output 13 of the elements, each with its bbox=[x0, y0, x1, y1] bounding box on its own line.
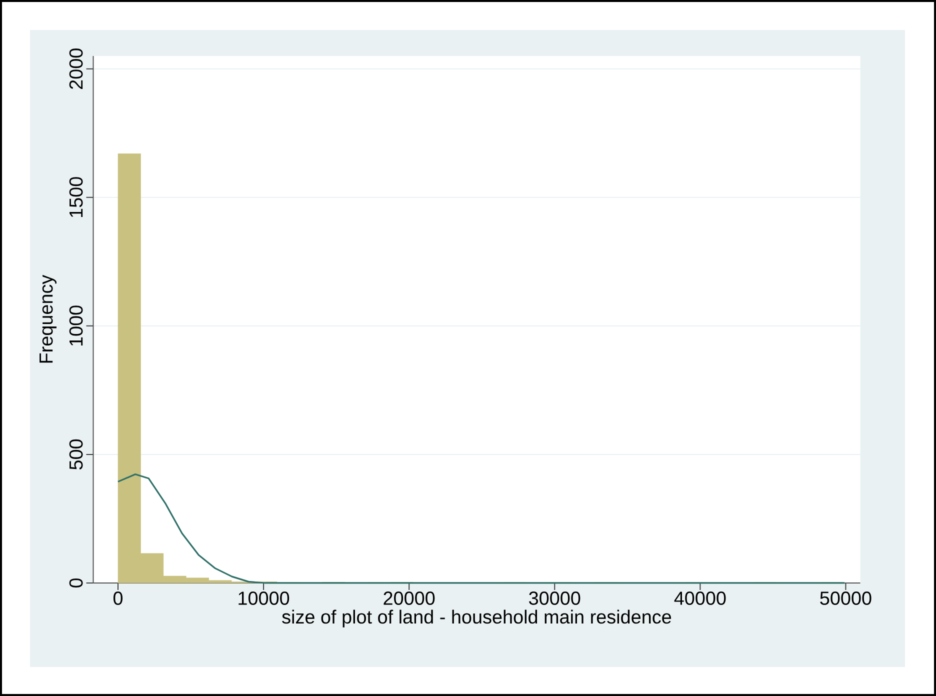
y-tick-label: 500 bbox=[69, 439, 83, 470]
x-tick-label: 50000 bbox=[820, 592, 872, 605]
y-axis-title: Frequency bbox=[40, 274, 56, 363]
y-tick-label: 1000 bbox=[69, 306, 83, 346]
y-tick-label: 1500 bbox=[69, 177, 83, 217]
x-tick-label: 30000 bbox=[529, 592, 580, 605]
x-tick-label: 20000 bbox=[384, 592, 435, 605]
y-tick-label: 0 bbox=[69, 578, 83, 588]
y-tick-label: 2000 bbox=[69, 48, 83, 89]
x-axis-title: size of plot of land - household main residence bbox=[282, 610, 672, 628]
x-tick-label: 40000 bbox=[674, 592, 726, 605]
x-tick-label: 10000 bbox=[238, 592, 290, 605]
x-tick-label: 0 bbox=[113, 592, 123, 605]
